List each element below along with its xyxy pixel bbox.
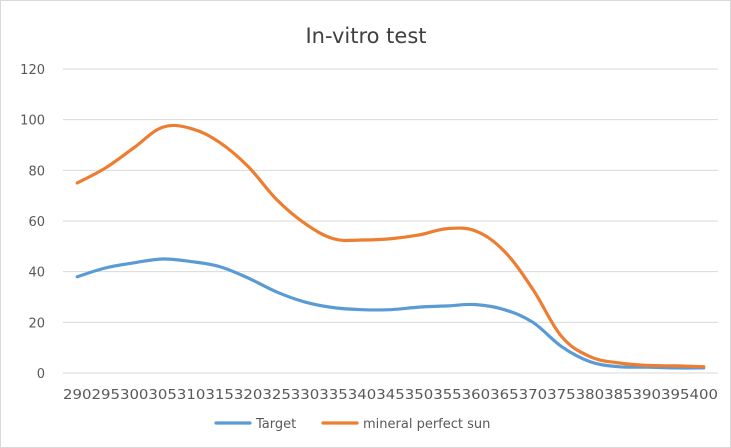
series-line xyxy=(75,257,706,370)
y-tick-label: 80 xyxy=(28,164,45,179)
x-tick-label: 395 xyxy=(661,388,689,403)
chart-title: In-vitro test xyxy=(305,24,426,48)
series-lines xyxy=(75,123,706,370)
series-mineral-perfect-sun xyxy=(75,123,706,369)
x-tick-label: 300 xyxy=(120,388,148,403)
legend-item: mineral perfect sun xyxy=(321,417,490,432)
x-tick-label: 400 xyxy=(690,388,718,403)
x-tick-label: 360 xyxy=(462,388,490,403)
gridlines xyxy=(63,68,718,374)
x-tick-label: 380 xyxy=(576,388,604,403)
y-tick-label: 0 xyxy=(37,367,45,382)
legend: Target mineral perfect sun xyxy=(214,417,490,432)
x-tick-label: 305 xyxy=(148,388,176,403)
x-tick-label: 325 xyxy=(262,388,290,403)
x-tick-label: 385 xyxy=(604,388,632,403)
legend-label: mineral perfect sun xyxy=(363,417,490,432)
x-tick-label: 295 xyxy=(91,388,119,403)
y-tick-label: 100 xyxy=(20,114,45,129)
y-tick-label: 40 xyxy=(28,266,45,281)
x-tick-label: 365 xyxy=(490,388,518,403)
series-target xyxy=(75,257,706,370)
x-tick-label: 330 xyxy=(291,388,319,403)
legend-item: Target xyxy=(214,417,296,432)
x-tick-label: 375 xyxy=(547,388,575,403)
x-tick-label: 345 xyxy=(376,388,404,403)
x-tick-label: 340 xyxy=(348,388,376,403)
x-axis-ticks: 290 295 300 305 310 315 320 325 330 335 340 345 350 3… xyxy=(63,388,718,403)
x-tick-label: 290 xyxy=(63,388,91,403)
x-tick-label: 350 xyxy=(405,388,433,403)
x-tick-label: 355 xyxy=(433,388,461,403)
x-tick-label: 315 xyxy=(205,388,233,403)
series-line xyxy=(75,123,706,369)
x-tick-label: 335 xyxy=(319,388,347,403)
legend-label: Target xyxy=(255,417,296,432)
x-tick-label: 320 xyxy=(234,388,262,403)
x-tick-label: 390 xyxy=(633,388,661,403)
x-tick-label: 310 xyxy=(177,388,205,403)
y-tick-label: 60 xyxy=(28,215,45,230)
x-tick-label: 370 xyxy=(519,388,547,403)
y-axis-ticks: 0 20 40 60 80 100 120 xyxy=(20,63,45,382)
y-tick-label: 20 xyxy=(28,316,45,331)
y-tick-label: 120 xyxy=(20,63,45,78)
